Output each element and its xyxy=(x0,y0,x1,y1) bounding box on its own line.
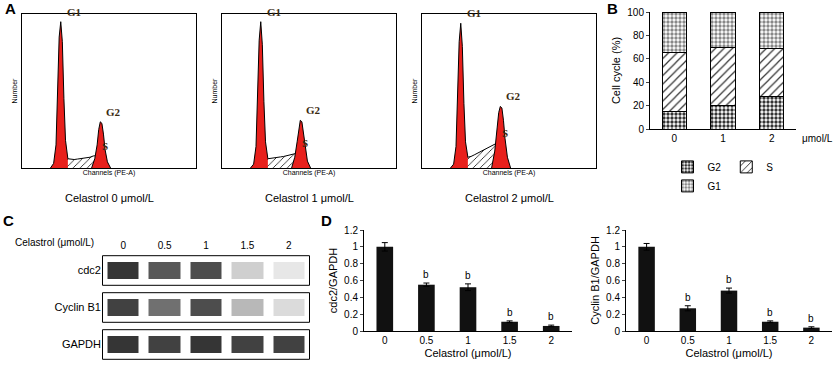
svg-text:S: S xyxy=(766,162,773,173)
svg-text:S: S xyxy=(502,127,508,139)
svg-text:G2: G2 xyxy=(106,106,121,118)
svg-text:0: 0 xyxy=(614,326,620,337)
svg-text:G1: G1 xyxy=(67,6,81,18)
svg-text:GAPDH: GAPDH xyxy=(62,338,101,350)
svg-text:1: 1 xyxy=(352,241,358,252)
svg-text:0.4: 0.4 xyxy=(344,292,358,303)
svg-text:G1: G1 xyxy=(708,181,722,192)
svg-text:80: 80 xyxy=(633,30,645,41)
svg-text:Celastrol 0 μmol/L: Celastrol 0 μmol/L xyxy=(65,192,154,204)
svg-text:2: 2 xyxy=(769,133,775,144)
svg-text:b: b xyxy=(465,270,471,281)
svg-text:Channels (PE-A): Channels (PE-A) xyxy=(483,169,536,177)
svg-text:0: 0 xyxy=(672,133,678,144)
svg-text:0.8: 0.8 xyxy=(606,258,620,269)
svg-text:1.2: 1.2 xyxy=(344,225,358,236)
svg-text:40: 40 xyxy=(633,77,645,88)
svg-text:Celastrol (μmol/L): Celastrol (μmol/L) xyxy=(15,237,94,248)
svg-text:Cyclin B1: Cyclin B1 xyxy=(55,301,101,313)
svg-text:1: 1 xyxy=(614,241,620,252)
svg-text:1: 1 xyxy=(726,335,732,346)
svg-text:S: S xyxy=(302,137,308,149)
svg-text:1.2: 1.2 xyxy=(606,225,620,236)
svg-text:1: 1 xyxy=(720,133,726,144)
svg-text:0: 0 xyxy=(644,335,650,346)
svg-text:0.4: 0.4 xyxy=(606,292,620,303)
svg-text:b: b xyxy=(507,307,513,318)
svg-text:Channels (PE-A): Channels (PE-A) xyxy=(83,169,136,177)
svg-text:Number: Number xyxy=(211,78,218,104)
svg-text:100: 100 xyxy=(627,7,644,18)
html-text:B: B xyxy=(607,0,618,17)
svg-text:0: 0 xyxy=(120,240,126,251)
svg-text:0.8: 0.8 xyxy=(344,258,358,269)
svg-text:Celastrol (μmol/L): Celastrol (μmol/L) xyxy=(424,347,511,359)
svg-text:G1: G1 xyxy=(267,6,281,18)
svg-text:0: 0 xyxy=(638,124,644,135)
svg-text:1.5: 1.5 xyxy=(240,240,254,251)
svg-text:0.6: 0.6 xyxy=(344,275,358,286)
svg-text:Celastrol 1 μmol/L: Celastrol 1 μmol/L xyxy=(265,192,354,204)
svg-text:1.5: 1.5 xyxy=(763,335,777,346)
svg-text:0.6: 0.6 xyxy=(606,275,620,286)
svg-text:Celastrol (μmol/L): Celastrol (μmol/L) xyxy=(685,347,772,359)
svg-text:0: 0 xyxy=(382,335,388,346)
svg-text:0.5: 0.5 xyxy=(681,335,695,346)
svg-text:1: 1 xyxy=(465,335,471,346)
svg-text:Celastrol 2 μmol/L: Celastrol 2 μmol/L xyxy=(465,192,554,204)
svg-text:2: 2 xyxy=(548,335,554,346)
svg-text:Cyclin B1/GAPDH: Cyclin B1/GAPDH xyxy=(589,236,601,325)
html-text:C: C xyxy=(3,212,14,229)
svg-text:0.5: 0.5 xyxy=(158,240,172,251)
svg-text:Number: Number xyxy=(411,78,418,104)
svg-text:60: 60 xyxy=(633,53,645,64)
svg-text:μmol/L: μmol/L xyxy=(802,133,833,144)
svg-text:G2: G2 xyxy=(506,90,521,102)
svg-text:b: b xyxy=(767,307,773,318)
svg-text:G1: G1 xyxy=(467,7,481,19)
svg-text:b: b xyxy=(726,274,732,285)
svg-text:Channels (PE-A): Channels (PE-A) xyxy=(283,169,336,177)
svg-text:G2: G2 xyxy=(708,162,722,173)
svg-text:20: 20 xyxy=(633,100,645,111)
svg-text:2: 2 xyxy=(809,335,815,346)
svg-text:Number: Number xyxy=(11,78,18,104)
svg-text:Cell cycle (%): Cell cycle (%) xyxy=(610,37,622,104)
svg-text:b: b xyxy=(685,292,691,303)
html-text:D: D xyxy=(321,212,332,229)
svg-text:G2: G2 xyxy=(306,104,321,116)
svg-text:cdc2/GAPDH: cdc2/GAPDH xyxy=(327,248,339,313)
svg-text:0.2: 0.2 xyxy=(606,309,620,320)
svg-text:cdc2: cdc2 xyxy=(78,264,101,276)
svg-text:0.5: 0.5 xyxy=(419,335,433,346)
svg-text:0.2: 0.2 xyxy=(344,309,358,320)
svg-text:1.5: 1.5 xyxy=(503,335,517,346)
html-text:A: A xyxy=(5,0,16,17)
svg-text:b: b xyxy=(548,311,554,322)
svg-text:b: b xyxy=(808,313,814,324)
svg-text:1: 1 xyxy=(203,240,209,251)
svg-text:2: 2 xyxy=(286,240,292,251)
svg-text:b: b xyxy=(423,269,429,280)
svg-text:S: S xyxy=(102,140,108,152)
svg-text:0: 0 xyxy=(352,326,358,337)
